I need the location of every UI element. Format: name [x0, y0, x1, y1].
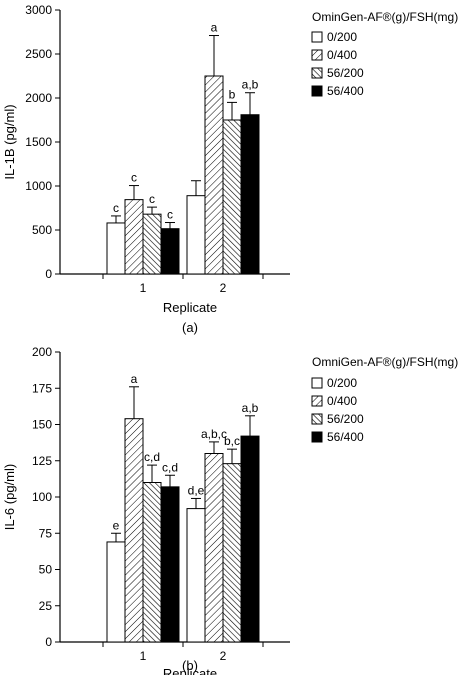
x-axis-title: Replicate	[163, 300, 217, 315]
bar	[106, 222, 126, 275]
significance-label: a,b	[242, 401, 259, 415]
legend-swatch	[311, 49, 323, 61]
legend-swatch	[311, 377, 323, 389]
significance-label: b	[229, 87, 236, 101]
significance-label: c	[167, 208, 173, 222]
y-tick-label: 175	[32, 381, 52, 395]
bar	[204, 75, 224, 275]
x-tick-label: 1	[140, 281, 147, 295]
y-tick-label: 0	[45, 267, 52, 281]
legend-entry: 56/400	[327, 84, 364, 98]
panel-label: (b)	[182, 658, 198, 673]
y-tick-label: 125	[32, 454, 52, 468]
legend-entry: 0/400	[327, 394, 357, 408]
bar	[186, 508, 206, 643]
y-axis-title: IL-1B (pg/ml)	[2, 104, 17, 179]
legend-entry: 0/200	[327, 376, 357, 390]
y-tick-label: 100	[32, 490, 52, 504]
y-tick-label: 2000	[25, 91, 52, 105]
significance-label: a,b	[242, 78, 259, 92]
legend-title: OminGen-AF®(g)/FSH(mg)	[312, 10, 458, 24]
significance-label: c	[149, 192, 155, 206]
legend-swatch	[311, 31, 323, 43]
significance-label: a,b,c	[201, 427, 227, 441]
y-tick-label: 1500	[25, 135, 52, 149]
significance-label: e	[113, 518, 120, 532]
significance-label: a	[131, 372, 138, 386]
legend-entry: 0/400	[327, 48, 357, 62]
bar	[160, 228, 180, 275]
significance-label: c	[131, 171, 137, 185]
significance-label: c,d	[144, 450, 160, 464]
y-tick-label: 0	[45, 635, 52, 649]
bar	[160, 486, 180, 643]
panel-label: (a)	[182, 320, 198, 335]
bar	[142, 213, 162, 275]
bar	[240, 435, 260, 643]
legend-entry: 56/200	[327, 66, 364, 80]
bar	[186, 195, 206, 275]
bar	[142, 482, 162, 643]
y-tick-label: 3000	[25, 3, 52, 17]
y-tick-label: 200	[32, 345, 52, 359]
legend-swatch	[311, 431, 323, 443]
legend-title: OmniGen-AF®(g)/FSH(mg)	[312, 355, 458, 369]
bar	[204, 453, 224, 643]
bar	[222, 119, 242, 275]
x-tick-label: 1	[140, 649, 147, 663]
x-tick-label: 2	[220, 649, 227, 663]
significance-label: d,e	[188, 483, 205, 497]
significance-label: c,d	[162, 460, 178, 474]
legend-swatch	[311, 395, 323, 407]
legend-entry: 56/200	[327, 412, 364, 426]
x-tick-label: 2	[220, 281, 227, 295]
y-tick-label: 50	[39, 563, 53, 577]
y-axis-title: IL-6 (pg/ml)	[2, 464, 17, 530]
significance-label: b,c	[224, 434, 240, 448]
y-tick-label: 75	[39, 526, 53, 540]
bar	[222, 463, 242, 643]
legend-swatch	[311, 67, 323, 79]
y-tick-label: 1000	[25, 179, 52, 193]
y-tick-label: 150	[32, 418, 52, 432]
legend-entry: 0/200	[327, 30, 357, 44]
legend-swatch	[311, 85, 323, 97]
bar	[124, 418, 144, 643]
bar	[240, 114, 260, 275]
y-tick-label: 500	[32, 223, 52, 237]
y-tick-label: 2500	[25, 47, 52, 61]
legend-entry: 56/400	[327, 430, 364, 444]
significance-label: a	[211, 21, 218, 35]
x-axis-title: Replicate	[163, 666, 217, 675]
significance-label: c	[113, 201, 119, 215]
y-tick-label: 25	[39, 599, 53, 613]
legend-swatch	[311, 413, 323, 425]
bar	[106, 541, 126, 643]
bar	[124, 199, 144, 275]
